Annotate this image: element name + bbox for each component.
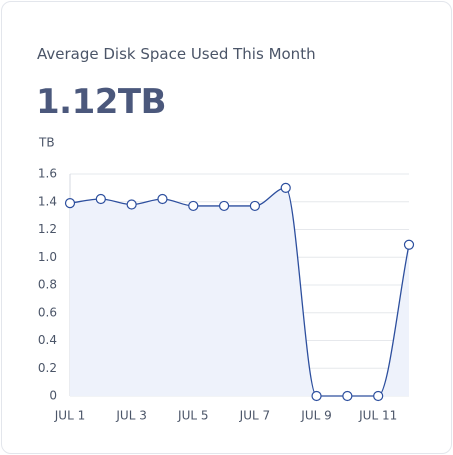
- y-tick-label: 0.4: [38, 333, 57, 347]
- y-tick-label: 1.6: [38, 167, 57, 181]
- x-tick-label: JUL 5: [177, 409, 208, 423]
- y-tick-label: 0.2: [38, 361, 57, 375]
- point: [64, 198, 76, 209]
- y-tick-label: 0.8: [38, 278, 57, 292]
- point: [95, 193, 106, 205]
- point: [218, 200, 230, 212]
- x-tick-label: JUL 11: [358, 409, 397, 423]
- point: [342, 390, 353, 402]
- point: [403, 239, 415, 250]
- y-tick-label: 1.4: [38, 194, 57, 208]
- y-tick-label: 0.6: [38, 305, 57, 319]
- y-axis-label: TB: [38, 136, 55, 150]
- x-tick-label: JUL 7: [239, 409, 270, 423]
- point: [280, 182, 291, 193]
- y-tick-label: 1.2: [38, 222, 57, 236]
- area: [70, 187, 409, 396]
- x-tick-label: JUL 3: [115, 409, 146, 423]
- x-tick-label: JUL 1: [54, 409, 85, 423]
- point: [373, 390, 384, 402]
- y-tick-label: 0: [49, 389, 57, 403]
- metric-value: 1.12TB: [36, 82, 167, 122]
- card-title: Average Disk Space Used This Month: [37, 45, 316, 63]
- x-tick-label: JUL 9: [300, 409, 331, 423]
- y-tick-label: 1.0: [38, 250, 57, 264]
- point: [157, 193, 168, 205]
- point: [249, 200, 261, 212]
- point: [126, 199, 137, 210]
- point: [188, 200, 199, 212]
- point: [311, 390, 322, 402]
